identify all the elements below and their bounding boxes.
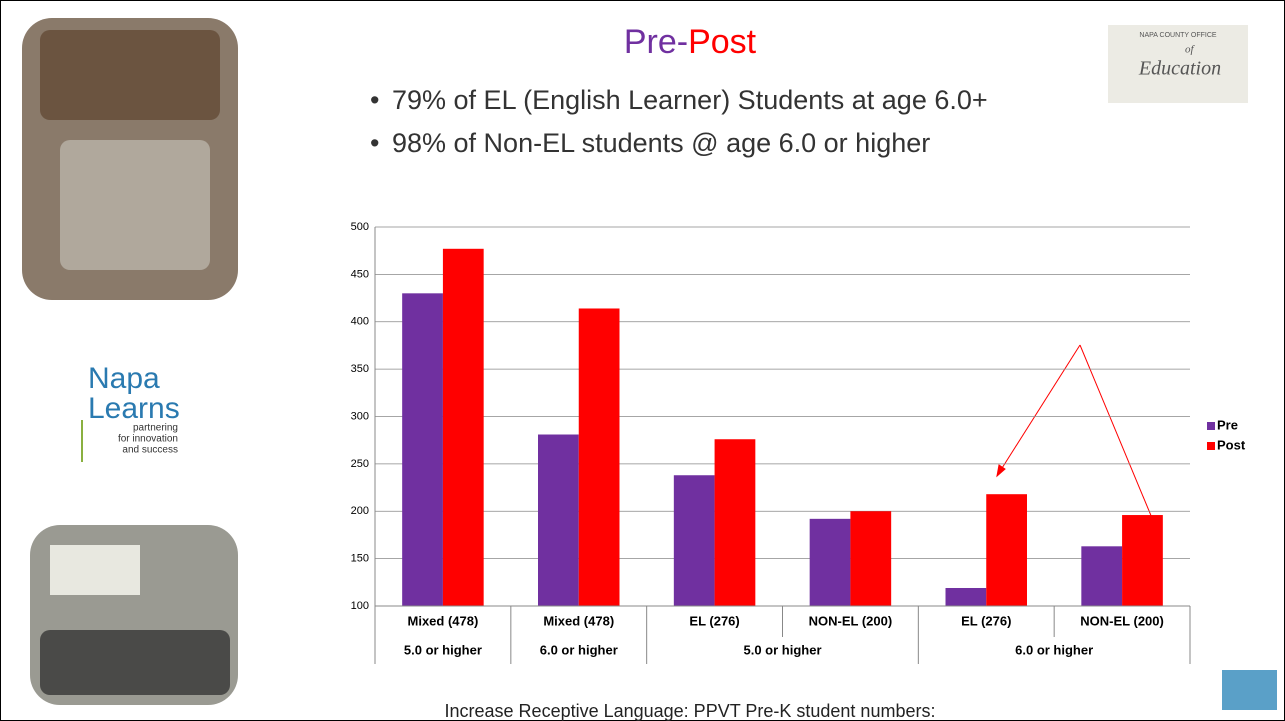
bar (538, 434, 579, 606)
bar (442, 248, 484, 607)
arrow (1079, 344, 1158, 531)
logo-tagline: partnering (133, 423, 178, 434)
bullet: 79% of EL (English Learner) Students at … (392, 85, 988, 115)
photo-detail (40, 30, 220, 120)
legend-swatch (1207, 422, 1215, 430)
bar (714, 439, 756, 606)
y-tick-label: 450 (351, 268, 369, 280)
y-tick-label: 400 (351, 316, 369, 328)
y-tick-label: 300 (351, 410, 369, 422)
group-label: 6.0 or higher (540, 642, 618, 657)
photo-detail (50, 545, 140, 595)
logo-tagline: and success (122, 445, 178, 456)
group-label: 5.0 or higher (743, 642, 821, 657)
x-tick-label: NON-EL (200) (1080, 613, 1164, 628)
logo-text: Learns (88, 392, 180, 425)
logo-tagline: for innovation (118, 434, 178, 445)
x-tick-label: NON-EL (200) (809, 613, 893, 628)
bar (673, 475, 715, 606)
bar (1122, 515, 1163, 606)
bullet: 98% of Non-EL students @ age 6.0 or high… (392, 128, 930, 158)
bar (809, 518, 851, 606)
x-tick-label: EL (276) (961, 613, 1011, 628)
bar (986, 494, 1027, 606)
x-tick-label: Mixed (478) (543, 613, 614, 628)
corner-logo (1222, 670, 1277, 710)
photo-detail (60, 140, 210, 270)
arrowhead (996, 464, 1006, 478)
y-tick-label: 100 (351, 600, 369, 612)
bullet-dot: • (370, 128, 379, 158)
legend-label: Post (1217, 437, 1246, 452)
ncoe-logo: NAPA COUNTY OFFICE of Education (1108, 25, 1248, 103)
logo-text: Napa (88, 362, 160, 395)
photo-detail (40, 630, 230, 695)
footer: Increase Receptive Language: PPVT Pre-K … (445, 701, 936, 721)
logo-text: NAPA COUNTY OFFICE (1139, 32, 1216, 39)
bar (402, 293, 443, 606)
y-tick-label: 250 (351, 458, 369, 470)
arrow (996, 344, 1081, 477)
logo-text: Education (1138, 58, 1221, 80)
y-tick-label: 350 (351, 363, 369, 375)
bar (1081, 546, 1123, 606)
group-label: 5.0 or higher (404, 642, 482, 657)
group-label: 6.0 or higher (1015, 642, 1093, 657)
bullet-dot: • (370, 85, 379, 115)
logo-text: of (1185, 44, 1196, 56)
y-tick-label: 200 (351, 505, 369, 517)
title-part: Post (688, 23, 757, 61)
bar (850, 511, 892, 606)
y-tick-label: 150 (351, 553, 369, 565)
x-tick-label: Mixed (478) (408, 613, 479, 628)
logo-bg (1108, 25, 1248, 103)
napa-learns-logo: Napa Learns partnering for innovation an… (81, 362, 180, 462)
title: Pre-Post (624, 23, 757, 61)
y-tick-label: 500 (351, 221, 369, 233)
title-part: Pre- (624, 23, 688, 61)
legend-label: Pre (1217, 417, 1238, 432)
legend-swatch (1207, 442, 1215, 450)
x-tick-label: EL (276) (689, 613, 739, 628)
bar (578, 308, 620, 606)
bar (945, 587, 987, 606)
